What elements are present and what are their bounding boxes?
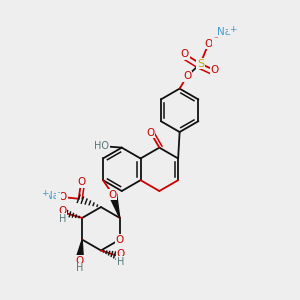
Text: ·: · <box>56 187 61 200</box>
Text: HO: HO <box>94 141 109 151</box>
Text: O: O <box>211 65 219 75</box>
Text: +: + <box>41 189 49 198</box>
Text: O: O <box>147 128 155 138</box>
Text: O: O <box>116 235 124 244</box>
Text: Na: Na <box>217 27 231 37</box>
Polygon shape <box>109 194 120 218</box>
Text: O: O <box>77 177 85 188</box>
Text: O: O <box>205 39 213 49</box>
Text: ⁻: ⁻ <box>213 35 218 44</box>
Text: H: H <box>76 263 83 273</box>
Text: O: O <box>181 49 189 59</box>
Text: H: H <box>58 214 66 224</box>
Text: O: O <box>76 256 84 266</box>
Text: S: S <box>197 59 204 69</box>
Text: O: O <box>109 190 117 200</box>
Text: O: O <box>58 206 66 216</box>
Text: O: O <box>116 249 124 259</box>
Polygon shape <box>76 240 83 259</box>
Text: O: O <box>183 71 191 81</box>
Text: +: + <box>229 25 236 34</box>
Text: O: O <box>59 192 67 202</box>
Text: H: H <box>117 257 124 267</box>
Text: Na: Na <box>45 191 59 201</box>
